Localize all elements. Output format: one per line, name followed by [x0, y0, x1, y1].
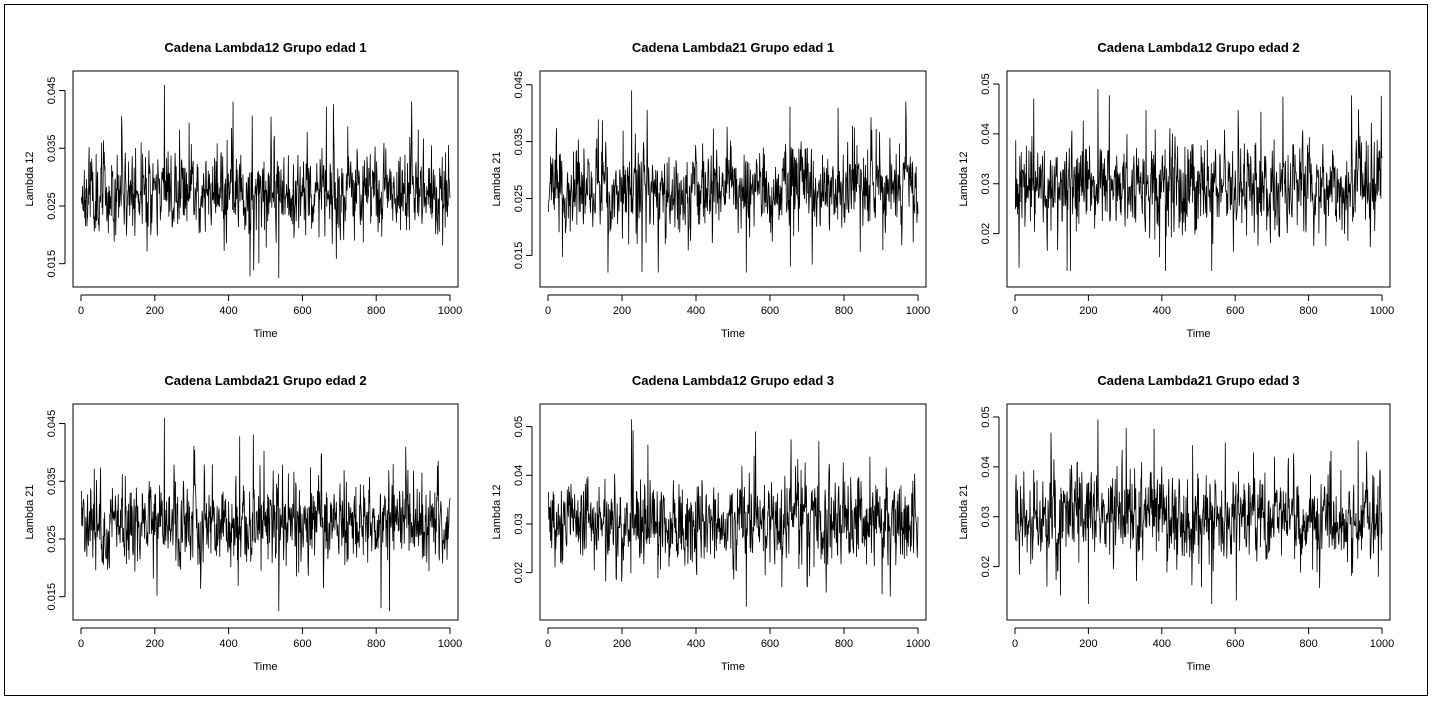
x-tick-label: 400 — [687, 638, 705, 650]
x-tick-label: 200 — [613, 638, 631, 650]
chart-title: Cadena Lambda12 Grupo edad 1 — [164, 40, 366, 55]
y-tick-label: 0.03 — [980, 173, 992, 194]
y-tick-label: 0.02 — [980, 223, 992, 244]
trace-plots-grid: Cadena Lambda12 Grupo edad 1 0 200 400 600 80… — [24, 40, 1394, 673]
x-tick-label: 600 — [761, 638, 779, 650]
series-line-1 — [80, 84, 451, 279]
x-tick-label: 400 — [219, 305, 237, 317]
chart-panel-1: Cadena Lambda12 Grupo edad 1 0 200 400 600 80… — [24, 40, 462, 340]
x-tick-label: 200 — [146, 638, 164, 650]
x-axis-label: Time — [1186, 661, 1210, 673]
x-tick-label: 200 — [1079, 638, 1097, 650]
plot-frame — [539, 403, 927, 621]
series-line-3 — [1014, 88, 1383, 272]
x-tick-label: 200 — [613, 305, 631, 317]
y-tick-label: 0.015 — [46, 583, 58, 611]
chart-title: Cadena Lambda12 Grupo edad 3 — [632, 373, 834, 388]
x-tick-label: 1000 — [438, 638, 462, 650]
x-tick-label: 400 — [1153, 638, 1171, 650]
y-tick-label: 0.045 — [46, 410, 58, 438]
x-axis-label: Time — [1186, 328, 1210, 340]
x-tick-label: 1000 — [906, 305, 930, 317]
y-tick-label: 0.025 — [46, 525, 58, 553]
plot-frame — [72, 70, 459, 288]
x-tick-label: 200 — [146, 305, 164, 317]
series-line-2 — [547, 90, 919, 273]
y-axis-label: Lambda 12 — [491, 484, 503, 539]
x-axis-label: Time — [721, 661, 745, 673]
y-axis-label: Lambda 12 — [24, 151, 36, 206]
x-tick-label: 0 — [1012, 305, 1018, 317]
x-tick-label: 600 — [1226, 305, 1244, 317]
y-tick-label: 0.05 — [980, 406, 992, 427]
x-tick-label: 1000 — [1370, 638, 1394, 650]
y-tick-label: 0.035 — [46, 467, 58, 495]
y-tick-label: 0.05 — [980, 73, 992, 94]
plot-frame — [72, 403, 459, 621]
x-tick-label: 600 — [293, 305, 311, 317]
chart-panel-6: Cadena Lambda21 Grupo edad 3 0 200 400 600 80… — [958, 373, 1394, 673]
y-tick-label: 0.015 — [513, 242, 525, 270]
x-tick-label: 800 — [835, 638, 853, 650]
x-tick-label: 0 — [1012, 638, 1018, 650]
chart-title: Cadena Lambda21 Grupo edad 2 — [164, 373, 366, 388]
x-tick-label: 600 — [761, 305, 779, 317]
x-tick-label: 400 — [1153, 305, 1171, 317]
y-tick-label: 0.035 — [513, 128, 525, 156]
x-tick-label: 800 — [1299, 638, 1317, 650]
x-tick-label: 1000 — [906, 638, 930, 650]
chart-panel-5: Cadena Lambda12 Grupo edad 3 0 200 400 600 80… — [491, 373, 930, 673]
y-tick-label: 0.015 — [46, 250, 58, 278]
x-axis-label: Time — [253, 661, 277, 673]
chart-title: Cadena Lambda21 Grupo edad 3 — [1097, 373, 1299, 388]
y-tick-label: 0.04 — [980, 123, 992, 144]
x-tick-label: 800 — [367, 638, 385, 650]
y-axis-label: Lambda 21 — [491, 151, 503, 206]
chart-title: Cadena Lambda21 Grupo edad 1 — [632, 40, 834, 55]
x-tick-label: 200 — [1079, 305, 1097, 317]
x-axis-label: Time — [721, 328, 745, 340]
y-tick-label: 0.03 — [513, 513, 525, 534]
x-axis-label: Time — [253, 328, 277, 340]
x-tick-label: 0 — [545, 305, 551, 317]
y-tick-label: 0.045 — [46, 77, 58, 105]
y-tick-label: 0.02 — [980, 556, 992, 577]
y-tick-label: 0.025 — [513, 185, 525, 213]
x-tick-label: 400 — [219, 638, 237, 650]
y-tick-label: 0.045 — [513, 71, 525, 99]
x-tick-label: 1000 — [438, 305, 462, 317]
x-tick-label: 1000 — [1370, 305, 1394, 317]
plot-frame — [1006, 70, 1391, 288]
y-tick-label: 0.03 — [980, 506, 992, 527]
figure-panel: Cadena Lambda12 Grupo edad 1 0 200 400 600 80… — [4, 4, 1428, 696]
chart-panel-2: Cadena Lambda21 Grupo edad 1 0 200 400 600 80… — [491, 40, 930, 340]
x-tick-label: 400 — [687, 305, 705, 317]
x-tick-label: 600 — [293, 638, 311, 650]
x-tick-label: 800 — [835, 305, 853, 317]
plot-frame — [1006, 403, 1391, 621]
plot-frame — [539, 70, 927, 288]
x-tick-label: 800 — [367, 305, 385, 317]
y-axis-label: Lambda 12 — [958, 151, 970, 206]
y-tick-label: 0.04 — [513, 465, 525, 486]
y-tick-label: 0.025 — [46, 192, 58, 220]
x-tick-label: 600 — [1226, 638, 1244, 650]
y-axis-label: Lambda 21 — [958, 484, 970, 539]
series-line-4 — [80, 417, 451, 612]
x-tick-label: 800 — [1299, 305, 1317, 317]
series-line-5 — [547, 419, 919, 607]
chart-panel-4: Cadena Lambda21 Grupo edad 2 0 200 400 600 80… — [24, 373, 462, 673]
x-tick-label: 0 — [78, 638, 84, 650]
x-tick-label: 0 — [545, 638, 551, 650]
x-tick-label: 0 — [78, 305, 84, 317]
series-line-6 — [1014, 419, 1383, 605]
y-tick-label: 0.02 — [513, 562, 525, 583]
chart-panel-3: Cadena Lambda12 Grupo edad 2 0 200 400 600 80… — [958, 40, 1394, 340]
y-axis-label: Lambda 21 — [24, 484, 36, 539]
chart-title: Cadena Lambda12 Grupo edad 2 — [1097, 40, 1299, 55]
y-tick-label: 0.04 — [980, 456, 992, 477]
y-tick-label: 0.035 — [46, 134, 58, 162]
y-tick-label: 0.05 — [513, 416, 525, 437]
